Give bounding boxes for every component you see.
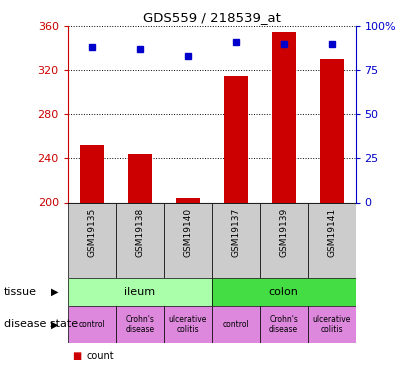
Text: ulcerative
colitis: ulcerative colitis (312, 315, 351, 334)
Text: disease state: disease state (4, 320, 78, 329)
Text: ▶: ▶ (51, 286, 59, 297)
Text: ileum: ileum (124, 286, 155, 297)
Bar (307, 306, 356, 343)
Text: colon: colon (269, 286, 298, 297)
Text: control: control (79, 320, 105, 329)
Bar (164, 306, 212, 343)
Text: ■: ■ (72, 351, 81, 361)
Bar (260, 306, 307, 343)
Text: GSM19141: GSM19141 (327, 208, 336, 257)
Bar (319, 59, 344, 202)
Text: count: count (86, 351, 114, 361)
Bar (212, 278, 356, 306)
Text: GSM19135: GSM19135 (87, 208, 96, 257)
Bar (224, 76, 247, 202)
Text: Crohn's
disease: Crohn's disease (125, 315, 154, 334)
Text: tissue: tissue (4, 286, 37, 297)
Title: GDS559 / 218539_at: GDS559 / 218539_at (143, 11, 281, 24)
Bar (260, 202, 307, 278)
Bar (212, 306, 260, 343)
Bar (80, 145, 104, 202)
Bar (307, 202, 356, 278)
Text: ▶: ▶ (51, 320, 59, 329)
Bar (272, 32, 296, 202)
Text: GSM19137: GSM19137 (231, 208, 240, 257)
Bar (164, 202, 212, 278)
Bar (68, 278, 212, 306)
Text: GSM19138: GSM19138 (135, 208, 144, 257)
Bar (68, 202, 116, 278)
Text: ulcerative
colitis: ulcerative colitis (169, 315, 207, 334)
Bar (212, 202, 260, 278)
Text: GSM19140: GSM19140 (183, 208, 192, 257)
Bar (176, 198, 200, 202)
Text: control: control (222, 320, 249, 329)
Bar (116, 306, 164, 343)
Bar (128, 154, 152, 203)
Bar (116, 202, 164, 278)
Bar (68, 306, 116, 343)
Text: Crohn's
disease: Crohn's disease (269, 315, 298, 334)
Text: GSM19139: GSM19139 (279, 208, 288, 257)
